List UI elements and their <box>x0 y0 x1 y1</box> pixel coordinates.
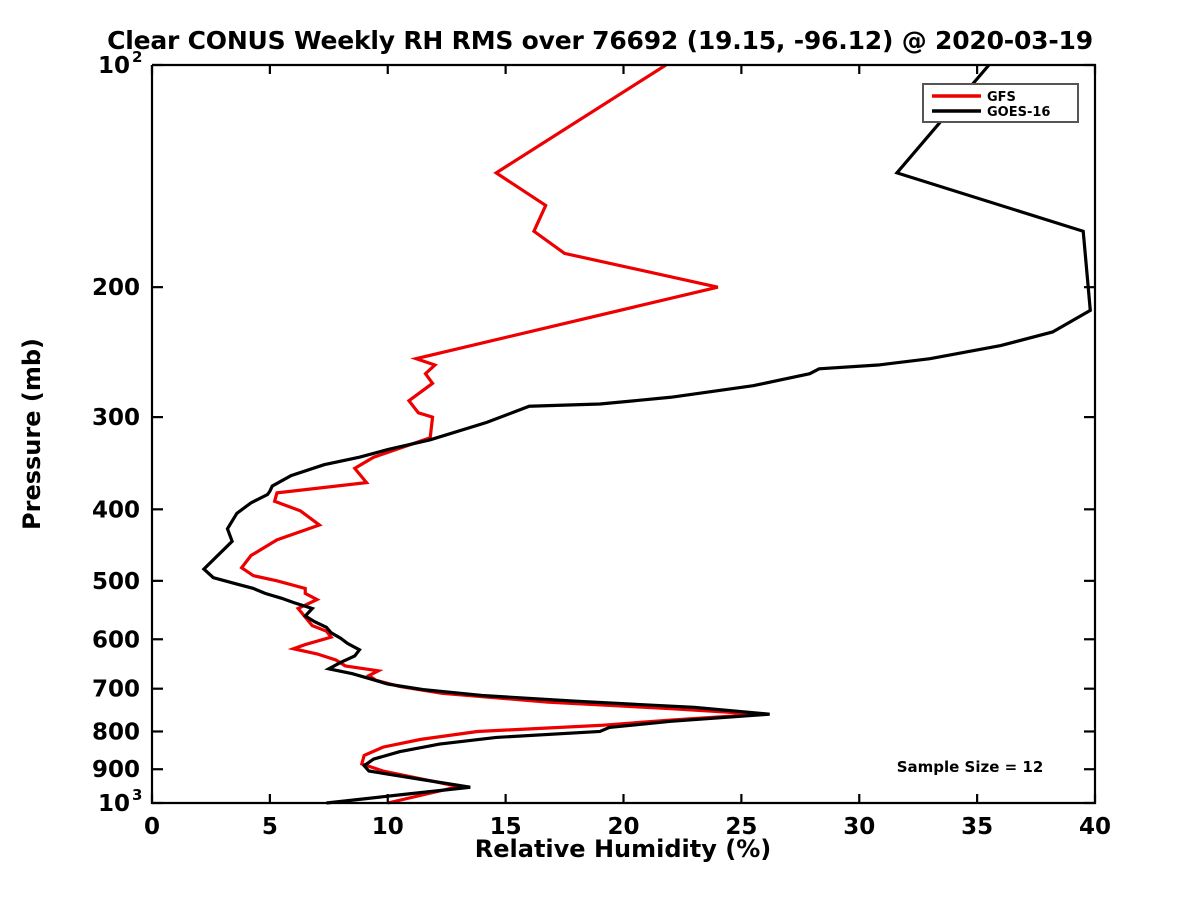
y-tick-label: 300 <box>92 405 140 431</box>
x-tick-label: 25 <box>725 814 757 840</box>
y-tick-label: 900 <box>92 757 140 783</box>
sample-size-annotation: Sample Size = 12 <box>897 758 1044 776</box>
y-tick-label: 800 <box>92 719 140 745</box>
y-tick-label: 700 <box>92 677 140 703</box>
axes-spines <box>150 63 1097 805</box>
axes-group <box>150 63 1097 805</box>
data-series-group <box>201 63 1092 805</box>
x-axis-ticks: 0 5 10 15 20 25 30 35 40 <box>144 65 1111 840</box>
y-tick-label-exponent: 2 <box>132 48 142 66</box>
y-tick-label: 200 <box>92 275 140 301</box>
y-axis-label: Pressure (mb) <box>18 338 46 530</box>
x-tick-label: 35 <box>961 814 993 840</box>
legend-background <box>922 83 1079 123</box>
x-tick-label: 0 <box>144 814 160 840</box>
y-tick-label: 10 <box>98 53 130 79</box>
y-tick-label: 400 <box>92 497 140 523</box>
x-axis-label: Relative Humidity (%) <box>475 835 771 863</box>
x-tick-label: 10 <box>372 814 404 840</box>
series-line-goes-16 <box>201 63 1092 805</box>
legend-label-goes-16: GOES-16 <box>987 105 1050 120</box>
x-tick-label: 20 <box>607 814 639 840</box>
y-tick-label: 600 <box>92 627 140 653</box>
page-title: Clear CONUS Weekly RH RMS over 76692 (19… <box>107 26 1093 55</box>
y-tick-label: 500 <box>92 569 140 595</box>
series-line-gfs <box>239 63 761 805</box>
x-tick-label: 30 <box>843 814 875 840</box>
legend-label-gfs: GFS <box>987 90 1016 105</box>
x-tick-label: 15 <box>490 814 522 840</box>
x-tick-label: 40 <box>1079 814 1111 840</box>
x-tick-label: 5 <box>262 814 278 840</box>
y-tick-label-exponent: 3 <box>132 786 142 804</box>
y-tick-label: 10 <box>98 791 130 817</box>
